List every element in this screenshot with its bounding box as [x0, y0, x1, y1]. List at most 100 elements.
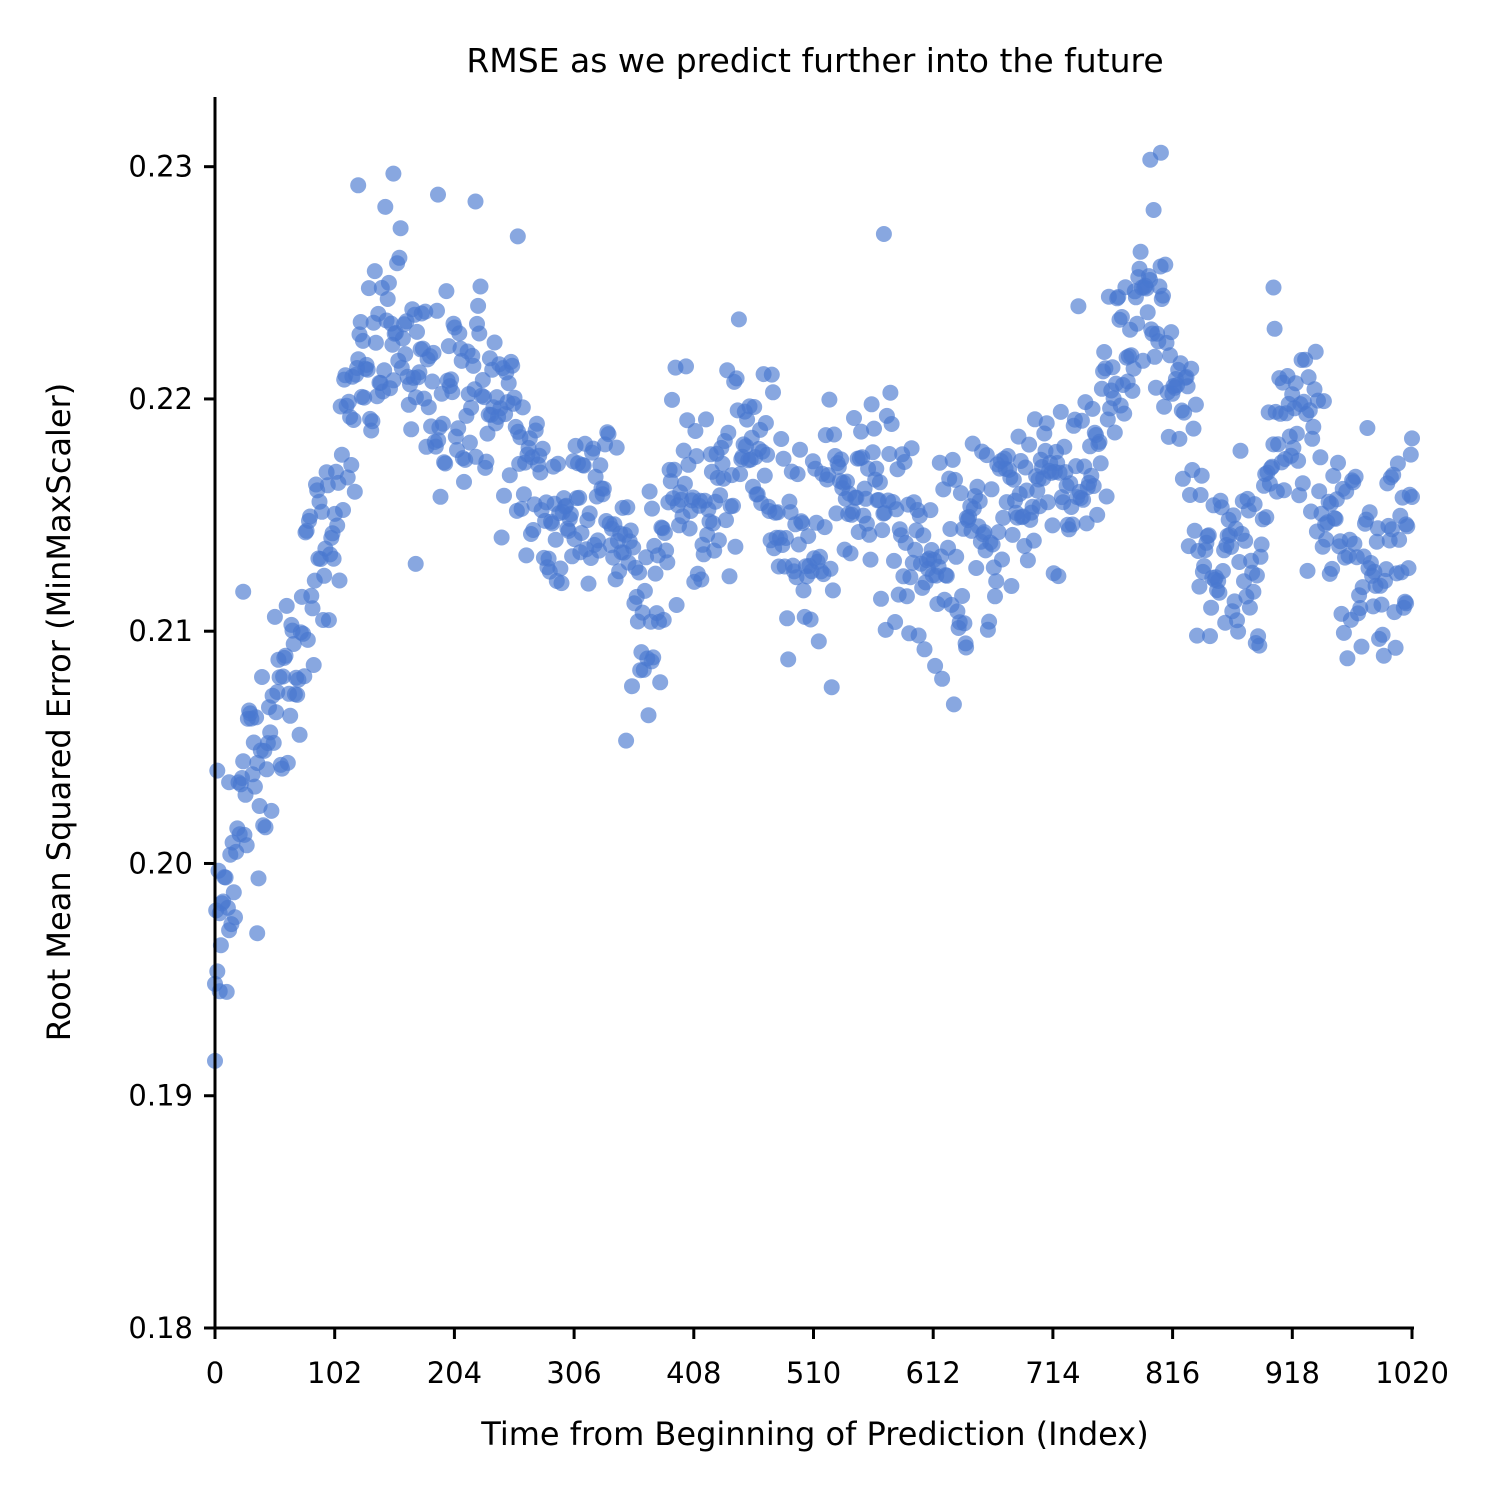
data-point	[360, 280, 377, 297]
data-point	[532, 464, 549, 481]
data-point	[552, 560, 569, 577]
data-point	[377, 198, 394, 215]
data-point	[1318, 531, 1335, 548]
data-point	[443, 371, 460, 388]
data-point	[952, 485, 969, 502]
data-point	[1361, 504, 1378, 521]
data-point	[756, 467, 773, 484]
data-point	[658, 542, 675, 559]
data-point	[676, 475, 693, 492]
data-point	[882, 384, 899, 401]
data-point	[1155, 287, 1171, 304]
data-point	[780, 651, 797, 668]
data-point	[886, 552, 902, 569]
data-point	[1213, 499, 1230, 516]
data-point	[631, 564, 648, 581]
data-point	[1223, 538, 1240, 555]
data-point	[1252, 548, 1269, 565]
data-point	[1146, 348, 1163, 365]
data-point	[345, 412, 362, 428]
data-point	[513, 500, 530, 517]
data-point	[424, 373, 441, 390]
data-point	[1312, 449, 1329, 466]
data-point	[728, 370, 745, 387]
data-point	[1245, 583, 1262, 600]
data-point	[394, 330, 411, 347]
data-point	[1004, 526, 1021, 543]
data-point	[896, 454, 913, 470]
y-tick-label: 0.19	[128, 1079, 193, 1113]
data-point	[580, 575, 597, 592]
data-point	[339, 469, 356, 486]
data-point	[278, 597, 295, 614]
data-point	[1187, 396, 1204, 413]
data-point	[277, 647, 294, 664]
data-point	[411, 364, 428, 381]
data-point	[1288, 425, 1305, 442]
data-point	[668, 597, 685, 613]
data-point	[1225, 507, 1242, 524]
y-tick-label: 0.21	[128, 614, 193, 648]
data-point	[450, 420, 467, 437]
data-point	[235, 753, 252, 770]
data-point	[1248, 567, 1265, 584]
data-point	[828, 505, 845, 522]
data-point	[675, 442, 692, 459]
data-point	[1113, 309, 1130, 325]
data-point	[257, 819, 274, 836]
data-point	[1265, 279, 1282, 296]
data-point	[209, 762, 226, 779]
data-point	[618, 732, 635, 749]
data-point	[1183, 360, 1200, 377]
data-point	[528, 415, 545, 432]
data-point	[282, 707, 299, 724]
data-point	[1192, 487, 1209, 503]
data-point	[732, 466, 749, 483]
data-point	[643, 653, 660, 670]
data-point	[376, 362, 393, 379]
y-tick-label: 0.23	[128, 150, 193, 184]
data-point	[1039, 494, 1056, 511]
data-point	[910, 627, 927, 644]
data-point	[978, 447, 995, 464]
data-point	[366, 263, 383, 280]
data-point	[1116, 405, 1133, 422]
data-point	[990, 524, 1007, 541]
data-point	[518, 547, 535, 564]
data-point	[1347, 468, 1364, 485]
data-point	[268, 704, 285, 721]
data-point	[999, 448, 1016, 464]
data-point	[1189, 627, 1205, 644]
data-point	[553, 575, 570, 592]
data-point	[698, 411, 714, 428]
data-point	[1152, 144, 1169, 161]
data-point	[1251, 637, 1268, 654]
data-point	[409, 323, 425, 340]
data-point	[329, 517, 346, 534]
data-point	[883, 416, 900, 432]
data-point	[773, 431, 790, 447]
data-point	[403, 421, 420, 438]
data-point	[1299, 562, 1316, 579]
data-point	[1129, 315, 1146, 332]
data-point	[995, 509, 1012, 526]
data-point	[1186, 522, 1203, 539]
data-point	[595, 480, 612, 497]
data-point	[705, 515, 722, 532]
data-point	[1106, 424, 1123, 441]
data-point	[355, 332, 371, 349]
data-point	[727, 538, 744, 555]
data-point	[547, 531, 564, 548]
x-tick-label: 510	[786, 1356, 841, 1390]
data-point	[1038, 415, 1055, 432]
data-point	[217, 869, 234, 886]
x-tick-label: 816	[1145, 1356, 1200, 1390]
y-tick-label: 0.20	[128, 846, 193, 880]
data-point	[1324, 560, 1341, 577]
data-point	[725, 497, 741, 514]
data-point	[624, 678, 640, 695]
data-point	[1402, 446, 1419, 463]
data-point	[1098, 488, 1115, 505]
data-point	[451, 325, 468, 342]
data-point	[822, 560, 839, 577]
